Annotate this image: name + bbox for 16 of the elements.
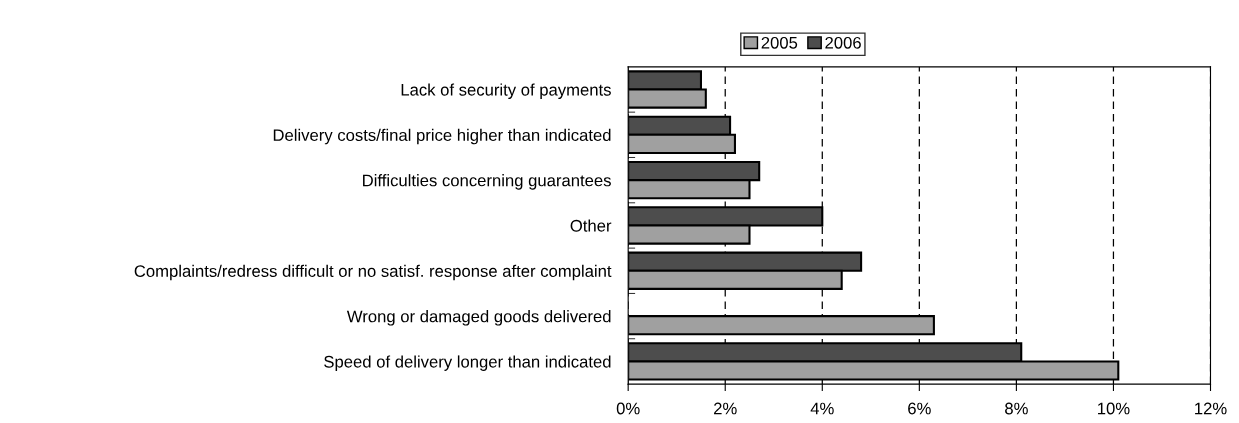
y-tick-label: Delivery costs/final price higher than indicated [273,128,611,145]
y-tick-label: Complaints/redress difficult or no satisf. response after complaint [134,264,612,281]
x-tick-label: 0% [616,402,640,415]
x-tick-label: 2% [714,402,737,415]
legend-label: 2005 [761,36,798,49]
x-tick-label: 6% [908,402,931,415]
y-tick-label: Lack of security of payments [401,83,611,99]
y-tick-label: Speed of delivery longer than indicated [324,355,611,371]
x-tick-label: 4% [810,402,834,415]
x-tick-label: 8% [1005,402,1028,415]
legend-label: 2006 [825,36,861,49]
x-tick-label: 12% [1195,402,1227,415]
y-tick-label: Wrong or damaged goods delivered [346,310,611,326]
y-tick-label: Other [570,219,612,232]
y-tick-label: Difficulties concerning guarantees [363,174,611,190]
x-tick-label: 10% [1098,402,1130,415]
